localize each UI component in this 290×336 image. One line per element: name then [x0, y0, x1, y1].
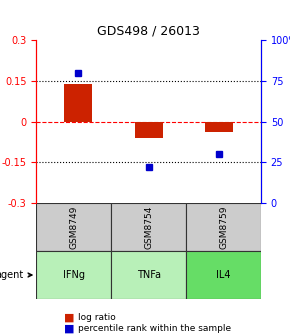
FancyBboxPatch shape — [186, 203, 261, 251]
Bar — [205, 122, 233, 132]
Text: IL4: IL4 — [216, 270, 231, 280]
Text: GSM8749: GSM8749 — [69, 205, 78, 249]
Text: TNFa: TNFa — [137, 270, 161, 280]
Text: IFNg: IFNg — [63, 270, 85, 280]
FancyBboxPatch shape — [111, 203, 186, 251]
FancyBboxPatch shape — [186, 251, 261, 299]
Text: percentile rank within the sample: percentile rank within the sample — [78, 324, 231, 333]
Title: GDS498 / 26013: GDS498 / 26013 — [97, 25, 200, 38]
FancyBboxPatch shape — [111, 251, 186, 299]
Bar — [64, 84, 93, 122]
Text: GSM8759: GSM8759 — [219, 205, 228, 249]
Bar — [135, 122, 163, 138]
Text: ■: ■ — [64, 312, 74, 323]
Text: GSM8754: GSM8754 — [144, 205, 153, 249]
Text: agent: agent — [0, 270, 32, 280]
Text: log ratio: log ratio — [78, 313, 116, 322]
FancyBboxPatch shape — [36, 251, 111, 299]
FancyBboxPatch shape — [36, 203, 111, 251]
Text: ■: ■ — [64, 324, 74, 334]
